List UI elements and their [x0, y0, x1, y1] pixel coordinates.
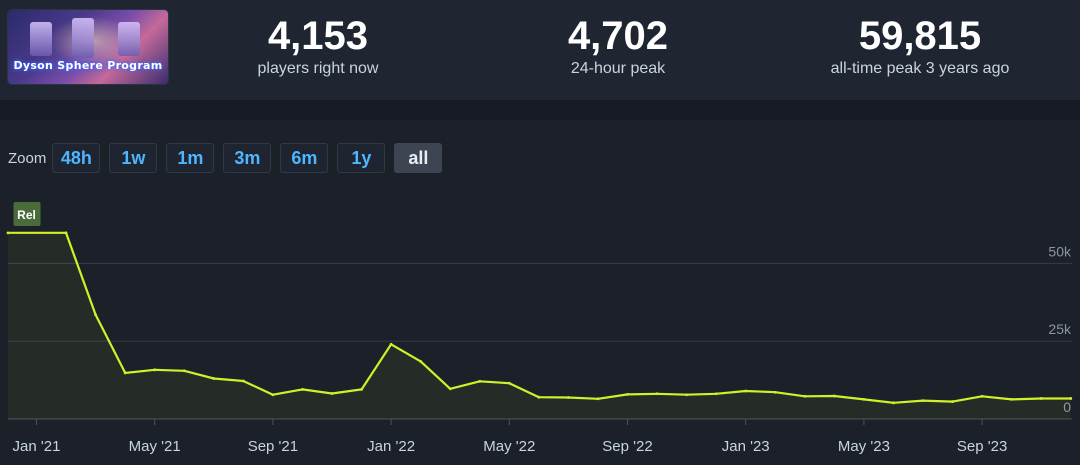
data-point: [212, 377, 216, 380]
data-point: [271, 393, 275, 397]
series-line: [8, 231, 1071, 404]
release-marker-label: Rel: [17, 208, 36, 222]
data-point: [892, 401, 895, 405]
data-point: [685, 393, 688, 397]
data-point: [832, 394, 836, 398]
data-point: [94, 313, 97, 317]
data-point: [803, 394, 807, 398]
data-point: [448, 387, 452, 391]
zoom-48h-button[interactable]: 48h: [52, 143, 101, 173]
release-marker: [13, 202, 41, 226]
data-point: [567, 396, 570, 399]
data-point: [1069, 397, 1073, 400]
x-tick-label: May '22: [483, 438, 535, 455]
data-point: [241, 379, 245, 383]
game-capsule-image[interactable]: Dyson Sphere Program: [8, 10, 168, 84]
zoom-label: Zoom: [8, 149, 47, 167]
data-point: [360, 388, 363, 391]
data-point: [478, 379, 482, 383]
data-point: [153, 368, 157, 372]
data-point: [330, 392, 334, 395]
data-point: [744, 389, 748, 393]
daily-peak-stat: 4,702 24-hour peak: [528, 14, 708, 80]
data-point: [714, 392, 718, 396]
data-point: [980, 394, 984, 398]
y-tick-label: 25k: [1048, 321, 1072, 337]
game-title: Dyson Sphere Program: [13, 59, 163, 72]
x-tick-label: May '21: [129, 438, 181, 455]
series-area: [8, 232, 1071, 419]
section-divider: [0, 100, 1080, 120]
data-point: [419, 360, 423, 363]
data-point: [507, 381, 511, 385]
zoom-6m-button[interactable]: 6m: [280, 143, 329, 173]
data-point: [951, 400, 954, 403]
mech-figure-image: [30, 22, 52, 56]
data-point: [596, 397, 600, 401]
zoom-3m-button[interactable]: 3m: [223, 143, 272, 173]
data-point: [301, 388, 304, 391]
data-point: [655, 392, 659, 396]
data-point: [64, 231, 68, 235]
daily-peak-label: 24-hour peak: [570, 60, 666, 77]
zoom-controls: Zoom 48h 1w 1m 3m 6m 1y all: [8, 142, 451, 174]
data-point: [862, 397, 866, 401]
data-point: [626, 393, 629, 396]
data-point: [773, 390, 777, 394]
daily-peak-value: 4,702: [567, 14, 669, 58]
y-tick-label: 0: [1063, 399, 1071, 415]
zoom-1y-button[interactable]: 1y: [337, 143, 386, 173]
current-players-stat: 4,153 players right now: [228, 14, 408, 80]
header-bar: Dyson Sphere Program 4,153 players right…: [0, 0, 1080, 100]
current-players-value: 4,153: [267, 14, 369, 58]
zoom-1w-button[interactable]: 1w: [109, 143, 158, 173]
x-tick-label: Jan '21: [13, 438, 61, 455]
data-point: [6, 231, 10, 235]
data-point: [1039, 397, 1043, 400]
current-players-label: players right now: [257, 60, 379, 77]
data-point: [921, 399, 925, 403]
x-tick-label: Jan '23: [722, 438, 770, 455]
x-tick-label: Jan '22: [367, 438, 415, 455]
data-point: [537, 395, 541, 399]
data-point: [182, 369, 186, 373]
y-tick-label: 50k: [1048, 243, 1072, 259]
x-tick-label: May '23: [838, 438, 890, 455]
data-point: [389, 342, 393, 346]
all-time-peak-stat: 59,815 all-time peak 3 years ago: [800, 14, 1040, 80]
zoom-all-button[interactable]: all: [394, 143, 443, 173]
x-tick-label: Sep '22: [602, 438, 652, 455]
all-time-peak-label: all-time peak 3 years ago: [830, 60, 1010, 77]
all-time-peak-value: 59,815: [858, 14, 982, 58]
data-point: [1010, 397, 1014, 401]
data-point: [123, 371, 127, 375]
x-tick-label: Sep '21: [248, 438, 298, 455]
x-tick-label: Sep '23: [957, 438, 1007, 455]
player-count-chart[interactable]: 0 25k 50k Jan '21 May '21 Sep '21 Jan '22 May '…: [0, 190, 1080, 465]
zoom-1m-button[interactable]: 1m: [166, 143, 215, 173]
mech-figure-image: [118, 22, 140, 56]
mech-figure-image: [72, 18, 94, 58]
